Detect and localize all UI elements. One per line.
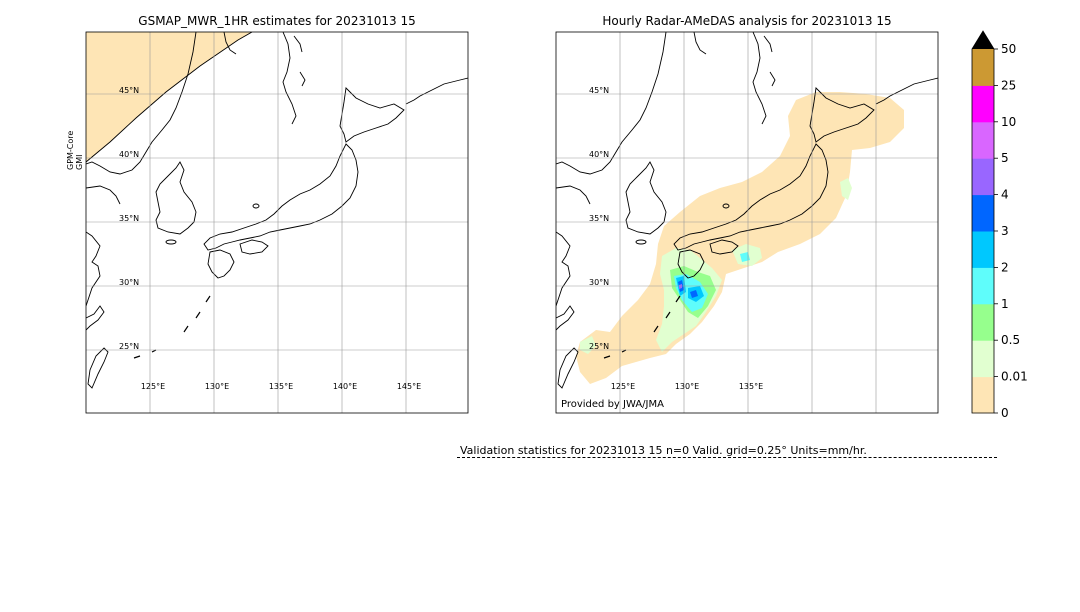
right-lon-label-125: 125°E [611, 382, 635, 391]
left-lon-label-130: 130°E [205, 382, 229, 391]
validation-dashed-line [457, 457, 997, 458]
colorbar-tick-label: 0.01 [1001, 370, 1028, 384]
left-lon-labels: 125°E 130°E 135°E 140°E 145°E [141, 382, 421, 391]
radar-coverage-region [576, 92, 904, 384]
left-map-frame [85, 31, 469, 414]
provider-credit: Provided by JWA/JMA [561, 399, 664, 410]
left-lat-labels: 45°N 40°N 35°N 30°N 25°N [119, 86, 139, 351]
right-lat-label-35: 35°N [589, 214, 609, 223]
colorbar-tick-label: 1 [1001, 297, 1009, 311]
left-swath-region [86, 32, 252, 162]
left-gridlines [86, 32, 468, 413]
right-lon-label-135: 135°E [739, 382, 763, 391]
precip-4-area [679, 284, 682, 289]
colorbar-frame [971, 30, 995, 414]
right-lat-label-40: 40°N [589, 150, 609, 159]
left-lon-label-125: 125°E [141, 382, 165, 391]
left-lat-label-25: 25°N [119, 342, 139, 351]
colorbar-segment [972, 340, 994, 378]
left-lat-label-45: 45°N [119, 86, 139, 95]
right-map: 45°N 40°N 35°N 30°N 25°N 125°E 130°E 135… [555, 31, 939, 414]
colorbar-segment [972, 194, 994, 232]
colorbar-tick-label: 0.5 [1001, 333, 1020, 347]
left-lon-label-145: 145°E [397, 382, 421, 391]
right-lat-label-25: 25°N [589, 342, 609, 351]
colorbar-tick-label: 5 [1001, 151, 1009, 165]
right-lon-labels: 125°E 130°E 135°E [611, 382, 763, 391]
left-lat-label-35: 35°N [119, 214, 139, 223]
right-lat-label-30: 30°N [589, 278, 609, 287]
left-map-title: GSMAP_MWR_1HR estimates for 20231013 15 [138, 14, 416, 28]
right-gridlines [556, 32, 938, 413]
colorbar-tick-label: 3 [1001, 224, 1009, 238]
colorbar-segment [972, 49, 994, 86]
colorbar-extend-triangle [972, 31, 994, 49]
sensor-label-line1: GPM-Core [66, 131, 75, 170]
left-lat-label-30: 30°N [119, 278, 139, 287]
left-swath-edge [86, 32, 253, 163]
colorbar-segment [972, 376, 994, 414]
right-lat-label-45: 45°N [589, 86, 609, 95]
right-lat-labels: 45°N 40°N 35°N 30°N 25°N [589, 86, 609, 351]
colorbar-segment [972, 121, 994, 159]
colorbar-tick-label: 0 [1001, 406, 1009, 420]
colorbar-tick-label: 4 [1001, 188, 1009, 202]
precip-001-area-taiwan [580, 336, 596, 354]
colorbar: 0 0.01 0.5 1 2 3 4 5 10 25 50 [971, 30, 1028, 420]
right-lon-label-130: 130°E [675, 382, 699, 391]
colorbar-segment [972, 158, 994, 196]
sensor-label: GPM-Core GMI [66, 131, 84, 170]
precip-1-area-east [740, 252, 750, 262]
right-map-title: Hourly Radar-AMeDAS analysis for 2023101… [602, 14, 892, 28]
colorbar-segment [972, 231, 994, 268]
colorbar-tick-label: 2 [1001, 260, 1009, 274]
precip-3-area-east [690, 290, 698, 298]
colorbar-segment [972, 303, 994, 341]
colorbar-tick-label: 50 [1001, 42, 1016, 56]
left-map: 45°N 40°N 35°N 30°N 25°N 125°E 130°E 135… [66, 31, 469, 414]
colorbar-segment [972, 267, 994, 305]
left-lat-label-40: 40°N [119, 150, 139, 159]
validation-statistics: Validation statistics for 20231013 15 n=… [460, 444, 867, 457]
colorbar-tick-label: 25 [1001, 78, 1016, 92]
precip-001-area-northeast [840, 178, 852, 200]
colorbar-segment [972, 85, 994, 123]
left-lon-label-135: 135°E [269, 382, 293, 391]
sensor-label-line2: GMI [75, 155, 84, 170]
colorbar-tick-label: 10 [1001, 115, 1016, 129]
left-lon-label-140: 140°E [333, 382, 357, 391]
right-map-frame [555, 31, 939, 414]
